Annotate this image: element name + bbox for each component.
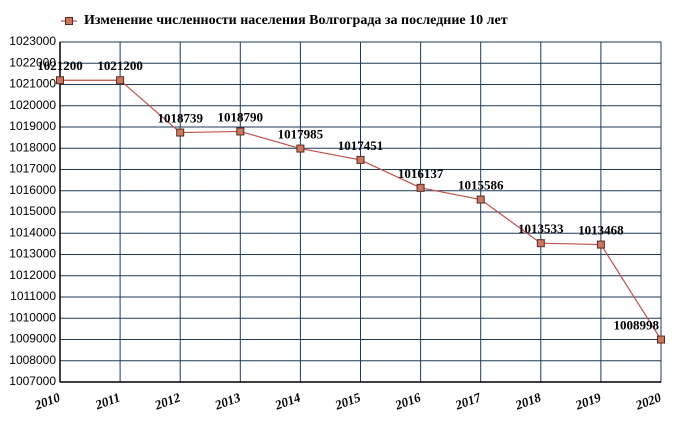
- data-label: 1016137: [398, 166, 444, 181]
- x-tick-label: 2016: [392, 389, 423, 413]
- y-tick-label: 1008000: [9, 353, 56, 367]
- x-tick-label: 2019: [572, 389, 603, 413]
- legend-marker: [65, 17, 73, 25]
- x-tick-label: 2012: [152, 389, 183, 413]
- data-label: 1017985: [278, 127, 324, 142]
- y-tick-label: 1013000: [9, 247, 56, 261]
- data-label: 1018790: [218, 109, 264, 124]
- x-tick-label: 2011: [92, 390, 122, 413]
- point: [596, 240, 605, 249]
- x-tick-label: 2015: [332, 389, 363, 413]
- x-tick-label: 2017: [452, 389, 483, 413]
- data-label: 1013533: [518, 221, 564, 236]
- point: [416, 183, 425, 192]
- y-tick-label: 1010000: [9, 310, 56, 324]
- point: [356, 155, 365, 164]
- y-tick-label: 1018000: [9, 140, 56, 154]
- y-tick-label: 1019000: [9, 119, 56, 133]
- x-tick-label: 2010: [32, 389, 63, 413]
- data-label: 1018739: [157, 111, 203, 126]
- point: [476, 195, 485, 204]
- point: [296, 144, 305, 153]
- y-tick-label: 1021000: [9, 77, 56, 91]
- x-tick-label: 2020: [633, 389, 664, 413]
- data-label: 1013468: [578, 223, 624, 238]
- y-tick-label: 1023000: [9, 34, 56, 48]
- y-tick-label: 1007000: [9, 374, 56, 388]
- x-tick-label: 2018: [512, 389, 543, 413]
- y-tick-label: 1009000: [9, 332, 56, 346]
- point: [116, 76, 125, 85]
- point: [657, 335, 665, 344]
- y-tick-label: 1020000: [9, 98, 56, 112]
- point: [56, 76, 64, 85]
- data-label: 1008998: [614, 318, 660, 333]
- y-tick-label: 1011000: [10, 289, 56, 303]
- y-tick-label: 1017000: [9, 162, 56, 176]
- y-tick-label: 1016000: [9, 183, 56, 197]
- point: [536, 239, 545, 248]
- data-label: 1015586: [458, 178, 504, 193]
- y-tick-label: 1015000: [9, 204, 56, 218]
- point: [176, 128, 185, 137]
- data-label: 1017451: [338, 138, 384, 153]
- data-label: 1021200: [97, 58, 143, 73]
- y-tick-label: 1022000: [9, 55, 56, 69]
- legend-label: Изменение численности населения Волгогра…: [84, 13, 508, 28]
- y-tick-label: 1012000: [9, 268, 56, 282]
- x-tick-label: 2013: [212, 389, 243, 413]
- y-tick-label: 1014000: [9, 225, 56, 239]
- x-tick-label: 2014: [272, 389, 303, 413]
- data-label: 1021200: [37, 58, 83, 73]
- point: [236, 127, 245, 136]
